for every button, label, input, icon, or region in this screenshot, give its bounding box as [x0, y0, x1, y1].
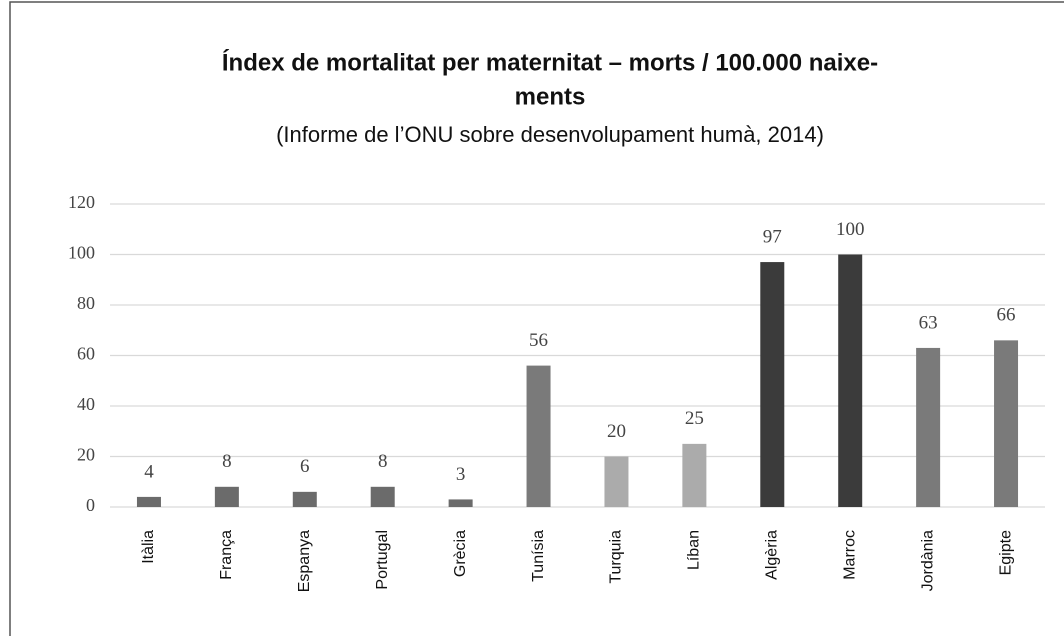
x-tick-label: Portugal	[374, 530, 391, 590]
chart-subtitle: (Informe de l’ONU sobre desenvolupament …	[276, 122, 824, 147]
value-label: 56	[529, 330, 548, 351]
value-label: 3	[456, 464, 466, 485]
y-tick-label: 60	[77, 344, 95, 364]
bar	[292, 491, 317, 507]
bar	[136, 496, 161, 507]
value-label: 25	[685, 408, 704, 429]
bar	[760, 262, 785, 507]
value-label: 8	[378, 451, 388, 472]
bar	[526, 365, 551, 507]
bar	[916, 347, 941, 507]
bar	[214, 486, 239, 507]
x-tick-label: Algèria	[764, 530, 781, 580]
y-tick-label: 100	[68, 243, 95, 263]
value-label: 63	[919, 312, 938, 333]
value-label: 4	[144, 461, 154, 482]
x-tick-label: Líban	[686, 530, 703, 570]
x-tick-label: Espanya	[296, 530, 313, 592]
y-tick-label: 40	[77, 394, 95, 414]
bar	[838, 254, 863, 507]
x-tick-label: Itàlia	[140, 530, 157, 564]
x-tick-label: Marroc	[841, 530, 858, 580]
x-tick-label: Grècia	[452, 530, 469, 577]
y-tick-label: 0	[86, 495, 95, 515]
value-label: 6	[300, 456, 310, 477]
value-label: 20	[607, 421, 626, 442]
x-tick-label: Egipte	[997, 530, 1014, 575]
y-tick-label: 80	[77, 293, 95, 313]
value-label: 66	[997, 305, 1016, 326]
x-tick-label: Tunísia	[530, 530, 547, 582]
x-tick-label: Jordània	[919, 530, 936, 591]
chart-title: ments	[515, 83, 586, 110]
bar	[370, 486, 395, 507]
value-label: 100	[836, 219, 865, 240]
chart-title: Índex de mortalitat per maternitat – mor…	[222, 48, 878, 76]
bar	[604, 456, 629, 507]
value-label: 97	[763, 226, 782, 247]
bar	[448, 499, 473, 507]
bar	[994, 340, 1019, 507]
y-tick-label: 20	[77, 445, 95, 465]
x-tick-label: Turquia	[608, 530, 625, 584]
y-tick-label: 120	[68, 192, 95, 212]
bar	[682, 443, 707, 507]
x-tick-label: França	[218, 530, 235, 580]
value-label: 8	[222, 451, 232, 472]
chart-frame	[9, 1, 1064, 641]
